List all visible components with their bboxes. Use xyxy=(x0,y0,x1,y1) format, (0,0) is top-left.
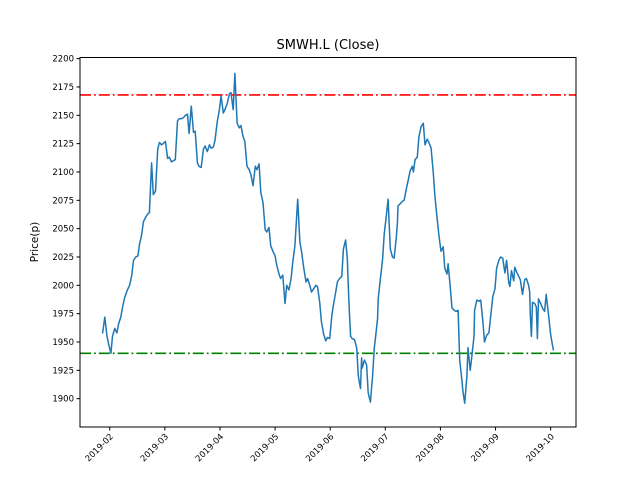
y-tick-label: 1950 xyxy=(52,338,74,348)
y-tick-label: 2125 xyxy=(52,140,74,150)
y-tick-label: 2075 xyxy=(52,196,74,206)
y-tick-label: 1975 xyxy=(52,310,74,320)
y-tick-label: 2100 xyxy=(52,168,74,178)
y-tick-label: 2025 xyxy=(52,253,74,263)
y-axis-label: Price(p) xyxy=(29,222,41,262)
y-tick-label: 2175 xyxy=(52,83,74,93)
chart-title: SMWH.L (Close) xyxy=(277,38,380,53)
y-axis-ticks: 1900 1925 1950 1975 2000 2025 2050 2075 2100 2125… xyxy=(52,55,80,405)
y-tick-label: 1925 xyxy=(52,366,74,376)
threshold-lines xyxy=(80,94,576,355)
price-series xyxy=(101,72,555,404)
y-tick-label: 2000 xyxy=(52,281,74,291)
y-tick-label: 1900 xyxy=(52,395,74,405)
y-tick-label: 2150 xyxy=(52,111,74,121)
y-tick-label: 2050 xyxy=(52,225,74,235)
close-price-line xyxy=(101,72,555,404)
y-tick-label: 2200 xyxy=(52,55,74,65)
plot-border xyxy=(79,57,577,428)
